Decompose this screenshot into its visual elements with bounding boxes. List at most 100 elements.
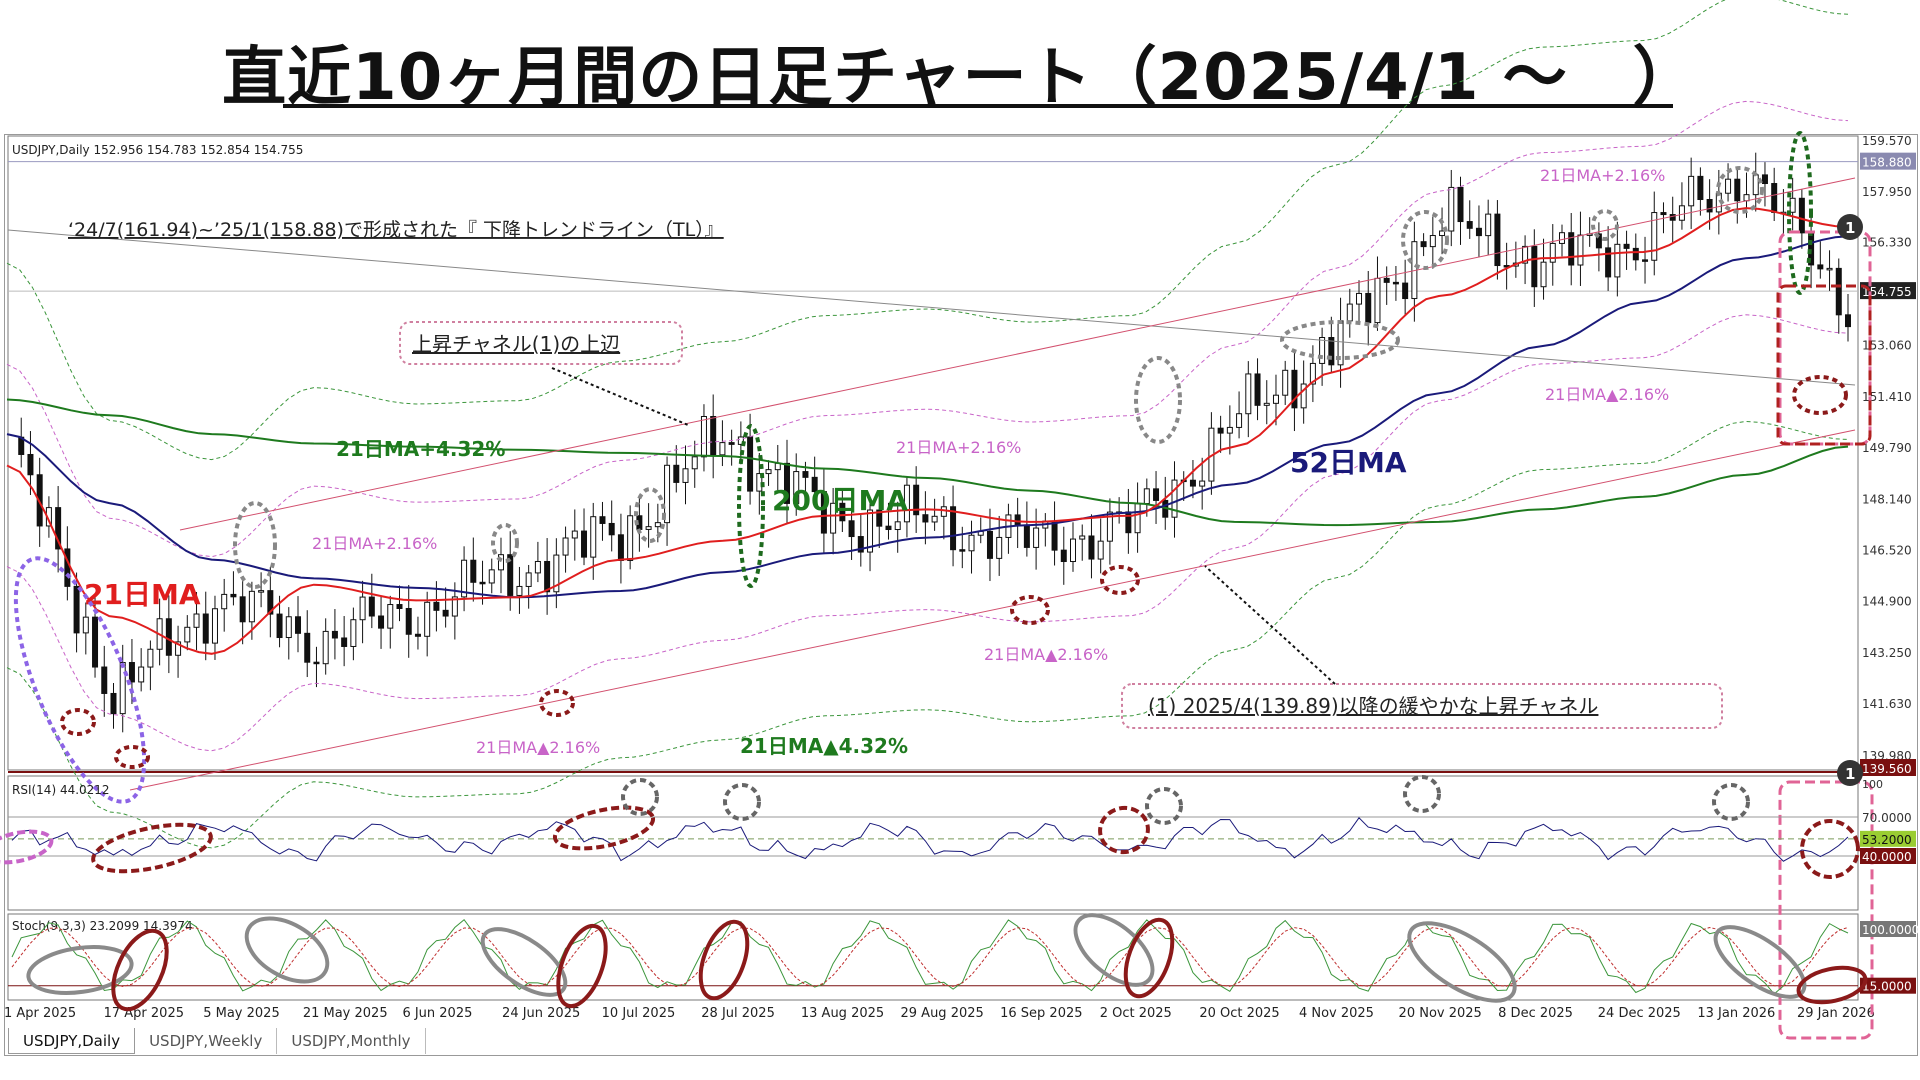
tab-daily[interactable]: USDJPY,Daily xyxy=(8,1028,136,1054)
recent-highlight-box xyxy=(1778,230,1872,446)
candle-body xyxy=(1558,232,1565,244)
candle-body xyxy=(553,554,560,593)
candle-body xyxy=(1577,234,1584,266)
candle-body xyxy=(1014,514,1021,526)
candle-body xyxy=(1531,245,1538,288)
candle-body xyxy=(1051,520,1058,551)
candle-body xyxy=(1088,535,1095,560)
candle-body xyxy=(1761,174,1768,185)
candle-body xyxy=(295,616,302,634)
stoch-panel-frame xyxy=(7,913,1859,1001)
high-ellipse xyxy=(1591,209,1619,241)
candle-body xyxy=(959,549,966,552)
channel-top-arrow xyxy=(551,367,689,426)
candle-body xyxy=(931,515,938,523)
oscillator-highlight-box xyxy=(1778,780,1874,1040)
rsi-ellipse xyxy=(1800,819,1860,879)
candle-body xyxy=(1282,369,1289,396)
low-ellipse xyxy=(114,745,150,769)
rsi-ellipse xyxy=(552,805,656,851)
date-axis-label: 6 Jun 2025 xyxy=(402,1006,472,1021)
rsi-peak-circle xyxy=(621,778,659,816)
date-axis-label: 13 Aug 2025 xyxy=(801,1006,884,1021)
tab-weekly[interactable]: USDJPY,Weekly xyxy=(135,1028,278,1054)
tab-monthly[interactable]: USDJPY,Monthly xyxy=(277,1028,426,1054)
date-axis-label: 29 Aug 2025 xyxy=(901,1006,984,1021)
recent-highlight-box xyxy=(1776,284,1872,446)
candle-body xyxy=(147,648,154,668)
candle-body xyxy=(451,596,458,617)
candle-body xyxy=(1614,243,1621,278)
candle-body xyxy=(1595,233,1602,249)
candle-body xyxy=(682,468,689,483)
stoch-red-ellipse xyxy=(1123,917,1175,999)
candle-body xyxy=(1439,230,1446,237)
rsi-axis-highlight xyxy=(1860,830,1916,847)
price-axis-label: 143.250 xyxy=(1862,646,1912,660)
candle-body xyxy=(986,530,993,559)
date-axis-label: 13 Jan 2026 xyxy=(1697,1006,1775,1021)
candle-body xyxy=(488,569,495,584)
low-ellipse xyxy=(539,689,575,717)
rsi-line xyxy=(11,817,1849,862)
high-ellipse xyxy=(233,501,277,589)
candle-body xyxy=(193,613,200,628)
candle-body xyxy=(230,593,237,598)
candle-body xyxy=(1549,242,1556,263)
rsi-peak-circle xyxy=(1403,775,1441,813)
candle-body xyxy=(1771,183,1778,213)
candle-body xyxy=(507,554,514,596)
candle-body xyxy=(1475,227,1482,237)
marker-circle xyxy=(1837,214,1863,240)
candle-body xyxy=(728,442,735,445)
price-axis-highlight xyxy=(1860,759,1916,776)
candle-body xyxy=(424,601,431,637)
ma21-label: 21日MA xyxy=(84,578,201,611)
channel-lower-line xyxy=(129,429,1856,791)
candle-body xyxy=(1605,247,1612,278)
candle-body xyxy=(442,609,449,617)
candle-body xyxy=(673,464,680,483)
price-axis-label: 146.520 xyxy=(1862,544,1912,558)
candle-body xyxy=(737,436,744,445)
high-ellipse xyxy=(1716,166,1764,214)
candle-body xyxy=(562,537,569,556)
candle-body xyxy=(1798,197,1805,234)
candle-body xyxy=(608,522,615,536)
stoch-gray-ellipse xyxy=(1073,913,1155,987)
rsi-peak-circle xyxy=(1145,787,1183,825)
price-axis-label: 144.900 xyxy=(1862,594,1912,608)
stoch-axis-label: 100.0000 xyxy=(1862,923,1919,937)
candle-body xyxy=(1319,337,1326,364)
candle-body xyxy=(55,507,62,550)
candle-body xyxy=(793,471,800,504)
candle-body xyxy=(1678,205,1685,221)
candle-body xyxy=(516,585,523,596)
candle-body xyxy=(73,585,80,634)
rsi-ellipse xyxy=(91,822,213,874)
candle-body xyxy=(1743,194,1750,202)
candle-body xyxy=(867,509,874,553)
candle-body xyxy=(830,502,837,534)
price-axis-label: 141.630 xyxy=(1862,697,1912,711)
candle-body xyxy=(534,560,541,574)
stoch-red-ellipse xyxy=(698,919,750,1001)
candle-body xyxy=(1346,303,1353,322)
candle-body xyxy=(765,469,772,475)
candle-body xyxy=(276,613,283,639)
candles xyxy=(18,152,1851,733)
high-ellipse xyxy=(1134,356,1182,444)
channel-main-box xyxy=(1121,683,1723,729)
stoch-gray-ellipse xyxy=(480,927,568,997)
candle-body xyxy=(1632,247,1639,261)
price-axis-label: 148.140 xyxy=(1862,493,1912,507)
candle-body xyxy=(903,484,910,523)
candle-body xyxy=(1033,527,1040,548)
candle-body xyxy=(304,632,311,663)
candle-body xyxy=(894,521,901,531)
band-plus-216-label: 21日MA+2.16% xyxy=(312,534,437,553)
band-minus-432-label: 21日MA▲4.32% xyxy=(740,734,908,758)
low-ellipse xyxy=(1100,565,1140,595)
symbol-tabs: USDJPY,Daily USDJPY,Weekly USDJPY,Monthl… xyxy=(8,1028,426,1054)
date-axis-label: 24 Dec 2025 xyxy=(1598,1006,1681,1021)
